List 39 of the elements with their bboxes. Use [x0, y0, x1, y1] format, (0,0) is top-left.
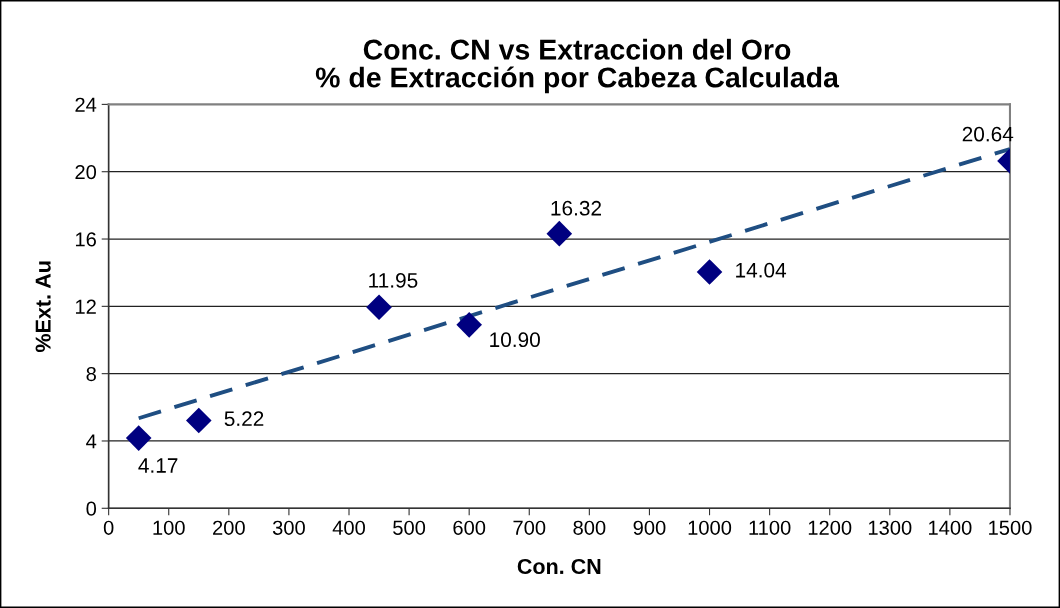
- point: [366, 294, 392, 320]
- y-axis-title: %Ext. Au: [35, 261, 51, 353]
- data-label: 5.22: [224, 411, 264, 427]
- y-tick-label: 0: [86, 501, 97, 516]
- x-tick-label: 1000: [688, 520, 732, 535]
- x-axis-title: Con. CN: [517, 558, 601, 575]
- x-tick-label: 600: [453, 520, 486, 535]
- x-tick-label: 400: [332, 520, 366, 535]
- x-tick-label: 0: [103, 520, 114, 535]
- x-tick-label: 1400: [929, 520, 972, 535]
- x-tick-label: 900: [633, 520, 666, 535]
- data-label: 14.04: [736, 262, 787, 278]
- chart-title: Conc. CN vs Extraccion del Oro % de Extracción por Cabeza Calculada: [315, 38, 840, 94]
- data-label: 16.32: [551, 200, 601, 216]
- y-tick-label: 12: [75, 299, 96, 314]
- y-tick-label: 4: [86, 434, 97, 449]
- x-tick-label: 500: [393, 520, 426, 535]
- point: [456, 312, 482, 338]
- point: [546, 220, 573, 247]
- y-tick-label: 16: [75, 232, 96, 247]
- x-tick-label: 1300: [868, 520, 912, 535]
- x-tick-label: 100: [153, 520, 185, 535]
- x-tick-label: 1100: [749, 520, 791, 535]
- y-tick-label: 8: [86, 366, 96, 382]
- point: [185, 407, 212, 434]
- y-tick-label: 20: [75, 164, 97, 180]
- point: [696, 259, 723, 285]
- x-tick-label: 1200: [808, 520, 852, 535]
- point: [125, 425, 152, 451]
- x-tick-label: 1500: [989, 520, 1032, 535]
- data-label: 20.64: [962, 126, 1014, 142]
- data-label: 10.90: [490, 332, 540, 348]
- x-tick-label: 800: [573, 520, 606, 535]
- x-tick-label: 300: [272, 520, 305, 535]
- data-label: 11.95: [369, 273, 418, 288]
- x-tick-label: 700: [513, 520, 546, 535]
- x-tick-label: 200: [213, 520, 245, 535]
- y-tick-label: 24: [75, 97, 97, 112]
- data-label: 4.17: [138, 458, 178, 473]
